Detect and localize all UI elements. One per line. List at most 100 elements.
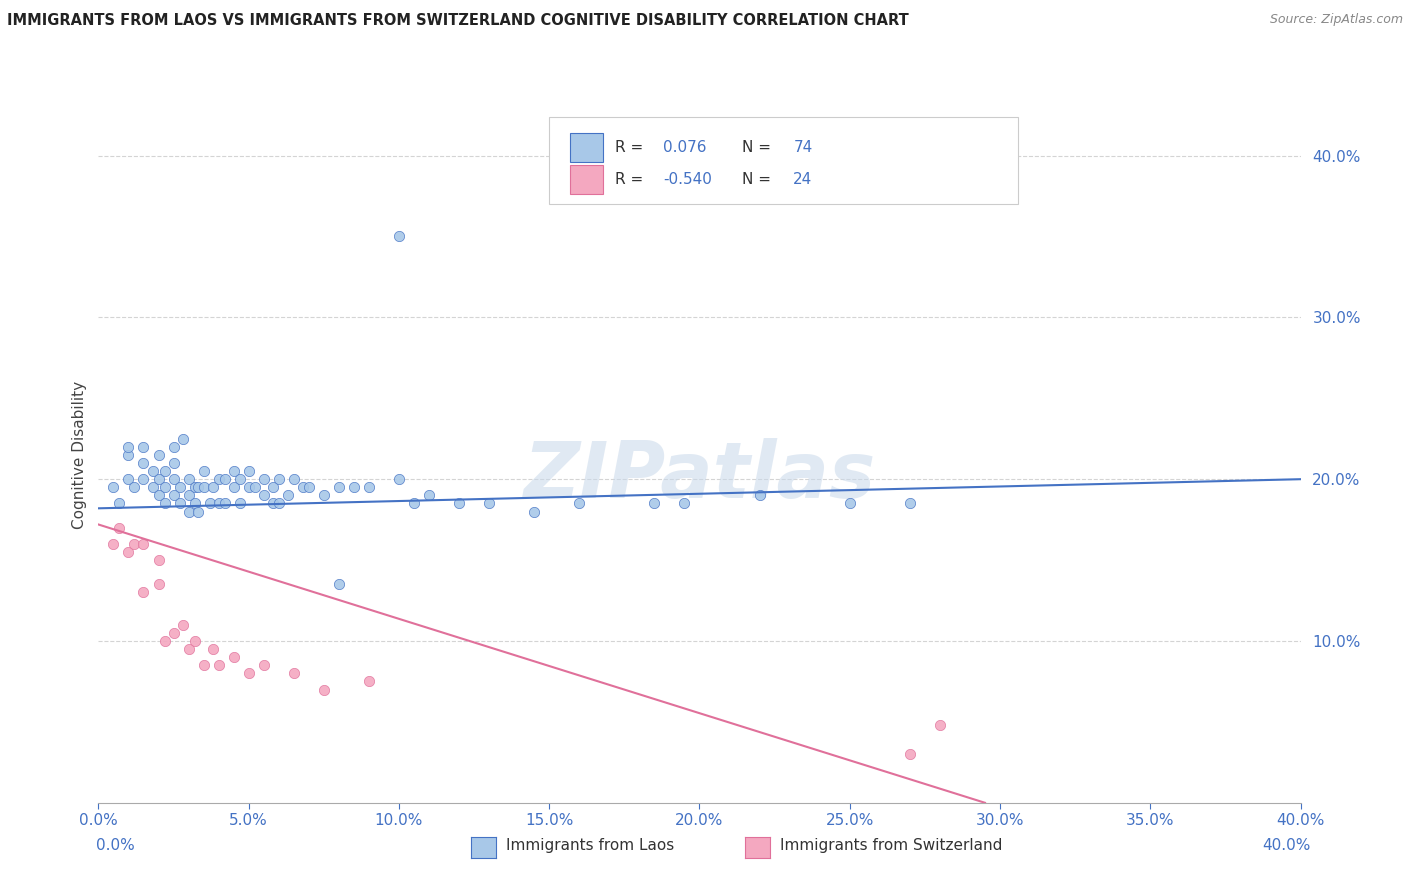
Point	[132, 585, 155, 599]
Point	[153, 496, 176, 510]
Text: IMMIGRANTS FROM LAOS VS IMMIGRANTS FROM SWITZERLAND COGNITIVE DISABILITY CORRELA: IMMIGRANTS FROM LAOS VS IMMIGRANTS FROM …	[7, 13, 908, 29]
Point	[193, 480, 215, 494]
Point	[478, 496, 501, 510]
Point	[208, 658, 231, 673]
Point	[132, 440, 155, 454]
Point	[148, 472, 170, 486]
Point	[148, 553, 170, 567]
Point	[243, 480, 266, 494]
Point	[222, 480, 245, 494]
Point	[148, 488, 170, 502]
Point	[929, 718, 952, 732]
Point	[183, 634, 205, 648]
Text: N =: N =	[741, 172, 776, 186]
Text: N =: N =	[741, 140, 776, 155]
Point	[328, 480, 350, 494]
Text: 0.0%: 0.0%	[96, 838, 135, 853]
Point	[187, 480, 209, 494]
Point	[132, 537, 155, 551]
Point	[418, 488, 440, 502]
Point	[238, 464, 260, 478]
Text: 0.076: 0.076	[664, 140, 707, 155]
Point	[117, 545, 139, 559]
Point	[388, 229, 411, 244]
Point	[208, 496, 231, 510]
Point	[153, 464, 176, 478]
Point	[298, 480, 321, 494]
Point	[222, 650, 245, 665]
Point	[568, 496, 591, 510]
Point	[108, 496, 131, 510]
Point	[262, 480, 284, 494]
Point	[228, 496, 250, 510]
Point	[132, 456, 155, 470]
Y-axis label: Cognitive Disability: Cognitive Disability	[72, 381, 87, 529]
Text: R =: R =	[616, 140, 648, 155]
Point	[198, 496, 221, 510]
Point	[148, 577, 170, 591]
Text: -0.540: -0.540	[664, 172, 713, 186]
Point	[117, 440, 139, 454]
Point	[124, 537, 146, 551]
Point	[238, 666, 260, 681]
Point	[177, 472, 200, 486]
Bar	[569, 133, 603, 162]
Point	[283, 472, 305, 486]
Point	[262, 496, 284, 510]
Point	[208, 472, 231, 486]
Point	[267, 472, 290, 486]
Point	[162, 472, 184, 486]
Point	[177, 504, 200, 518]
Point	[193, 658, 215, 673]
Bar	[569, 165, 603, 194]
Text: 24: 24	[793, 172, 813, 186]
Point	[898, 747, 921, 762]
Point	[277, 488, 299, 502]
Point	[643, 496, 665, 510]
Point	[228, 472, 250, 486]
Text: Immigrants from Laos: Immigrants from Laos	[506, 838, 675, 853]
Point	[357, 480, 380, 494]
Point	[253, 488, 276, 502]
Point	[162, 456, 184, 470]
Point	[267, 496, 290, 510]
Point	[748, 488, 770, 502]
Point	[214, 496, 236, 510]
Point	[124, 480, 146, 494]
Point	[253, 658, 276, 673]
Point	[172, 617, 194, 632]
Point	[169, 496, 191, 510]
Point	[238, 480, 260, 494]
Point	[838, 496, 860, 510]
Point	[214, 472, 236, 486]
Text: 74: 74	[793, 140, 813, 155]
Point	[222, 464, 245, 478]
Point	[673, 496, 696, 510]
Point	[141, 464, 163, 478]
FancyBboxPatch shape	[550, 118, 1018, 204]
Point	[523, 504, 546, 518]
Point	[201, 642, 224, 657]
Point	[447, 496, 470, 510]
Point	[177, 642, 200, 657]
Point	[177, 488, 200, 502]
Point	[291, 480, 314, 494]
Point	[117, 472, 139, 486]
Point	[193, 464, 215, 478]
Point	[162, 488, 184, 502]
Point	[108, 521, 131, 535]
Point	[117, 448, 139, 462]
Point	[153, 634, 176, 648]
Point	[283, 666, 305, 681]
Point	[312, 682, 335, 697]
Point	[141, 480, 163, 494]
Point	[183, 480, 205, 494]
Point	[187, 504, 209, 518]
Point	[183, 496, 205, 510]
Point	[162, 626, 184, 640]
Point	[148, 448, 170, 462]
Point	[388, 472, 411, 486]
Text: R =: R =	[616, 172, 648, 186]
Point	[898, 496, 921, 510]
Text: Immigrants from Switzerland: Immigrants from Switzerland	[780, 838, 1002, 853]
